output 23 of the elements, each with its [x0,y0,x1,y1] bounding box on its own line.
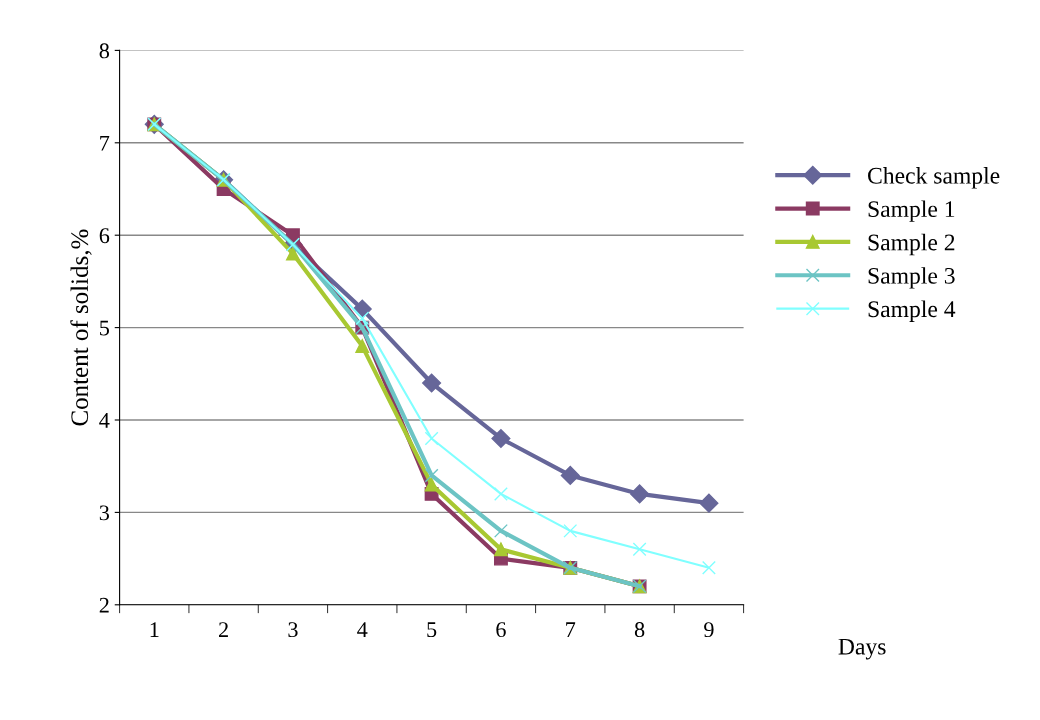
y-tick-label: 5 [100,320,110,336]
x-tick-label: 3 [288,622,298,638]
x-tick-label: 4 [357,622,368,637]
y-axis-title: Content of solids,% [70,229,92,426]
legend-label: Sample 1 [868,200,955,222]
x-axis-title: Days [838,638,886,660]
legend-label: Sample 4 [868,300,956,322]
x-tick-label: 5 [427,622,437,638]
x-tick-label: 9 [704,622,714,638]
x-tick-label: 2 [219,622,228,637]
legend-label: Sample 3 [868,267,955,289]
x-tick-label: 8 [634,622,645,638]
legend-label: Sample 2 [868,233,955,256]
x-tick-label: 1 [150,622,159,637]
y-tick-label: 2 [99,597,109,613]
y-tick-label: 4 [99,413,110,428]
x-tick-label: 7 [566,622,576,637]
y-tick-label: 8 [99,43,110,59]
y-tick-label: 3 [99,505,110,521]
y-tick-label: 7 [100,135,110,151]
x-tick-label: 6 [496,622,506,638]
legend-label: Check sample [868,167,1000,189]
y-tick-label: 6 [99,228,110,244]
